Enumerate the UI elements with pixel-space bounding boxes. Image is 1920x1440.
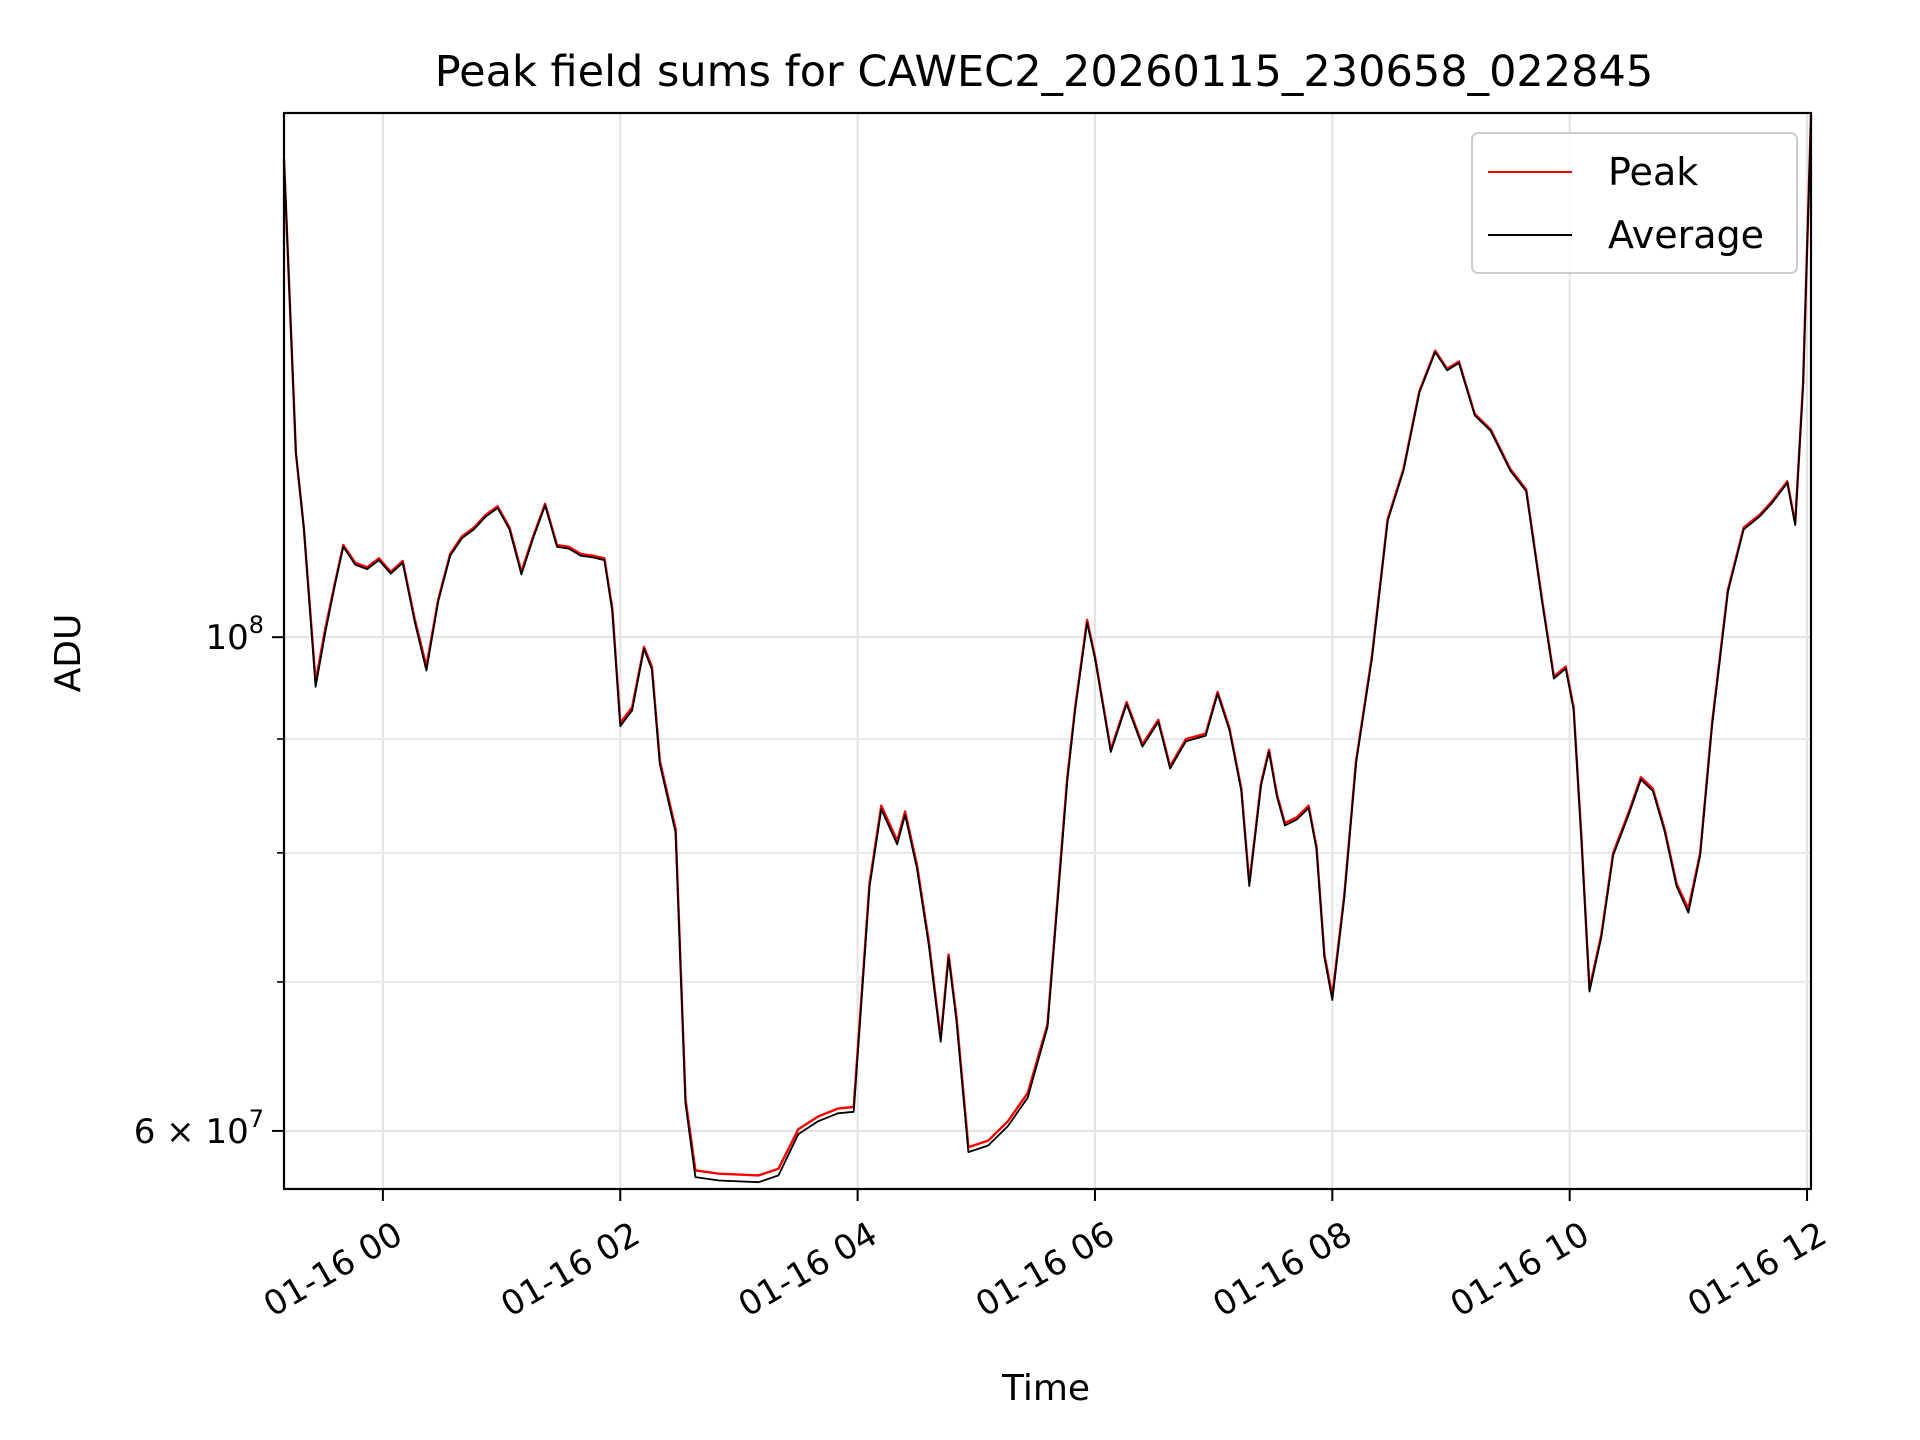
y-tick-label-part: 10: [205, 618, 248, 658]
y-tick-label-part: 10: [205, 1112, 248, 1152]
y-tick-label-exponent: 8: [249, 611, 264, 639]
y-tick-label: 6 × 107: [134, 1105, 264, 1152]
legend-label: Average: [1608, 213, 1764, 257]
chart-title: Peak field sums for CAWEC2_20260115_2306…: [435, 47, 1653, 97]
legend-box: [1471, 132, 1798, 274]
y-axis-title: ADU: [48, 614, 89, 693]
series-lines: [282, 115, 1813, 1184]
grid-lines: [284, 113, 1811, 1189]
x-axis-title: Time: [1001, 1368, 1090, 1409]
series-line-average: [283, 117, 1812, 1184]
y-tick-label: 108: [205, 611, 264, 658]
legend: Peak Average: [1471, 132, 1798, 274]
plot-frame: [282, 111, 1813, 1191]
legend-label: Peak: [1608, 150, 1698, 194]
y-tick-label-part: ×: [166, 1112, 205, 1152]
y-tick-label-part: 6: [134, 1112, 166, 1152]
y-tick-label-exponent: 7: [249, 1105, 264, 1133]
